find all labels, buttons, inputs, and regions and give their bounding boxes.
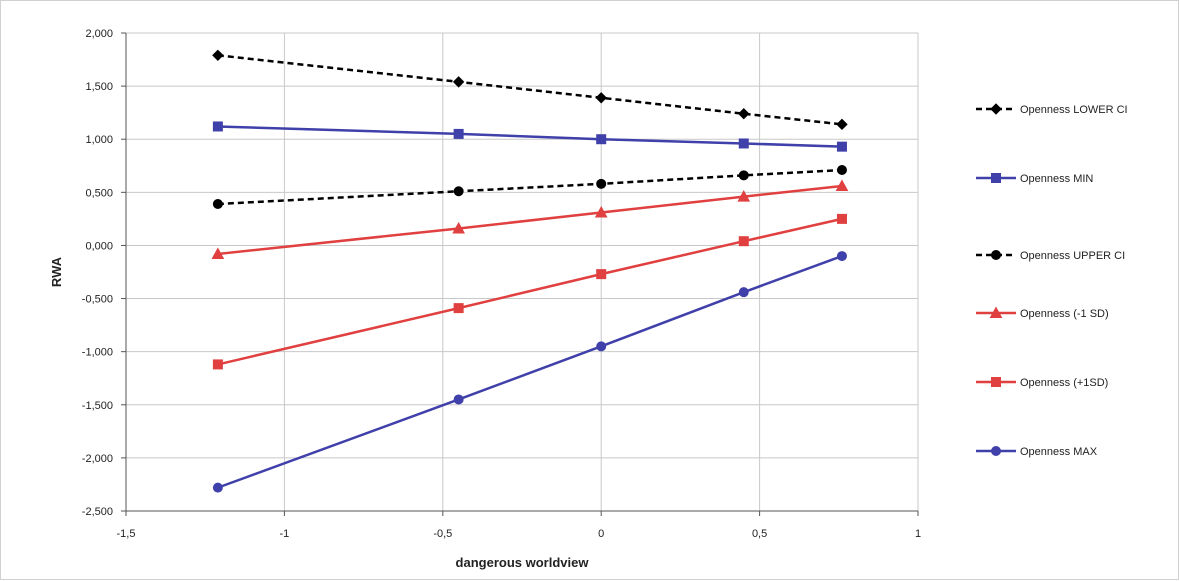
data-point — [452, 76, 465, 88]
series-openness-1sd — [212, 213, 847, 370]
data-point — [596, 269, 607, 280]
data-point — [738, 170, 749, 181]
legend-marker — [991, 377, 1001, 387]
data-point — [211, 247, 225, 259]
legend-marker — [991, 446, 1001, 456]
legend-entry: Openness UPPER CI — [976, 250, 1125, 262]
data-point — [835, 179, 849, 191]
y-tick-label: 2,000 — [85, 28, 113, 40]
data-point — [738, 138, 749, 149]
legend-marker — [989, 306, 1003, 318]
series-openness-upper-ci — [212, 165, 847, 210]
legend-label: Openness MIN — [1020, 173, 1093, 185]
data-point — [737, 190, 751, 202]
legend-entry: Openness (-1 SD) — [976, 306, 1109, 320]
y-tick-label: -2,500 — [82, 506, 113, 518]
legend: Openness LOWER CI Openness MIN Openness UP… — [976, 103, 1128, 458]
y-tick-label: 1,500 — [85, 81, 113, 93]
data-point — [836, 213, 847, 224]
data-point — [212, 359, 223, 370]
legend-entry: Openness MIN — [976, 173, 1093, 185]
data-point — [738, 236, 749, 247]
legend-marker — [991, 250, 1001, 260]
x-axis-title: dangerous worldview — [456, 555, 590, 570]
axes: 2,000 1,500 1,000 0,500 0,000 -0,500 -1,000 -1,… — [82, 28, 921, 540]
legend-label: Openness MAX — [1020, 446, 1098, 458]
legend-marker — [990, 103, 1002, 115]
data-point — [452, 221, 465, 234]
series-openness-max — [212, 251, 847, 493]
series-openness-1-sd — [211, 179, 849, 259]
data-series — [211, 49, 849, 493]
data-point — [595, 92, 607, 104]
data-point — [738, 287, 749, 298]
x-tick-label: -1 — [280, 528, 290, 540]
data-point — [836, 251, 847, 262]
legend-marker — [991, 173, 1001, 183]
data-point — [596, 178, 607, 189]
y-tick-label: -1,000 — [82, 347, 113, 359]
data-point — [836, 165, 847, 176]
legend-label: Openness LOWER CI — [1020, 104, 1128, 116]
data-point — [453, 186, 464, 197]
x-tick-label: -1,5 — [117, 528, 136, 540]
legend-entry: Openness MAX — [976, 446, 1098, 458]
data-point — [596, 134, 607, 145]
y-tick-label: 0,500 — [85, 187, 113, 199]
data-point — [836, 141, 847, 152]
data-point — [453, 394, 464, 405]
y-tick-label: 1,000 — [85, 134, 113, 146]
data-point — [212, 199, 223, 210]
y-tick-label: 0,000 — [85, 240, 113, 252]
y-axis-title: RWA — [49, 256, 64, 287]
data-point — [212, 49, 224, 62]
x-tick-label: 0,5 — [752, 528, 767, 540]
data-point — [836, 118, 848, 131]
series-openness-min — [212, 121, 847, 152]
data-point — [594, 205, 608, 218]
data-point — [738, 108, 750, 120]
legend-entry: Openness (+1SD) — [976, 377, 1108, 389]
legend-label: Openness UPPER CI — [1020, 250, 1125, 262]
x-tick-label: -0,5 — [433, 528, 452, 540]
legend-label: Openness (-1 SD) — [1020, 308, 1109, 320]
x-tick-label: 0 — [598, 528, 604, 540]
x-tick-label: 1 — [915, 528, 921, 540]
data-point — [212, 121, 223, 132]
y-tick-label: -2,000 — [82, 453, 113, 465]
data-point — [596, 341, 607, 352]
data-point — [212, 482, 223, 493]
legend-entry: Openness LOWER CI — [976, 103, 1128, 116]
data-point — [453, 128, 464, 139]
data-point — [453, 303, 464, 314]
series-openness-lower-ci — [212, 49, 848, 131]
y-tick-label: -0,500 — [82, 294, 113, 306]
y-tick-label: -1,500 — [82, 400, 113, 412]
legend-label: Openness (+1SD) — [1020, 377, 1108, 389]
